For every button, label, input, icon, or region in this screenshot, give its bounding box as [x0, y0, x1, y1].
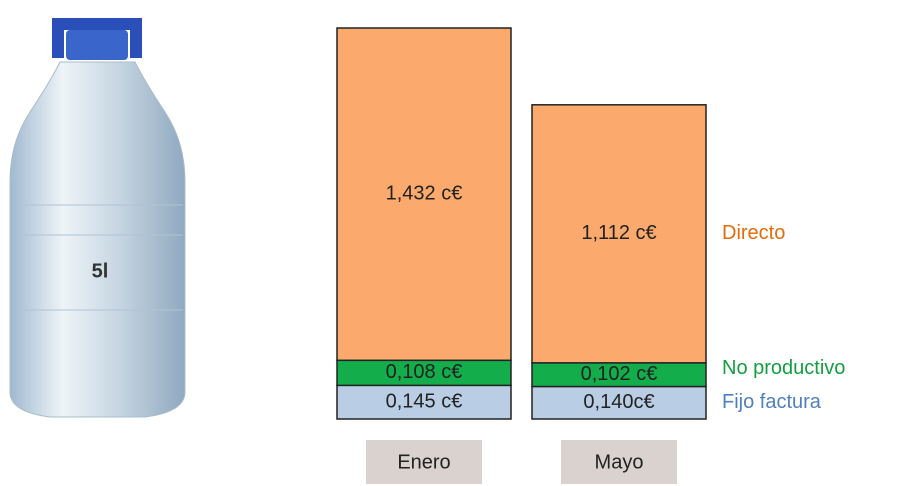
- chart: 5l 0,145 c€ 0,108 c€ 1,432 c€ Enero 0,140c€ 0…: [0, 0, 905, 486]
- bottle-label: 5l: [92, 260, 109, 282]
- value-label: 0,102 c€: [581, 363, 658, 385]
- legend-label: Fijo factura: [722, 391, 822, 413]
- legend-label: Directo: [722, 222, 785, 244]
- value-label: 0,108 c€: [386, 361, 463, 383]
- x-tick-label: Enero: [397, 451, 450, 473]
- bottle: 5l: [10, 18, 185, 417]
- value-label: 1,432 c€: [386, 182, 463, 204]
- value-label: 1,112 c€: [581, 222, 656, 244]
- value-label: 0,140c€: [583, 391, 654, 413]
- page: {"image_label": "5l", "chart_data": {"ty…: [0, 0, 905, 486]
- legend-label: No productivo: [722, 357, 845, 379]
- x-tick-label: Mayo: [595, 451, 644, 473]
- value-label: 0,145 c€: [386, 390, 463, 412]
